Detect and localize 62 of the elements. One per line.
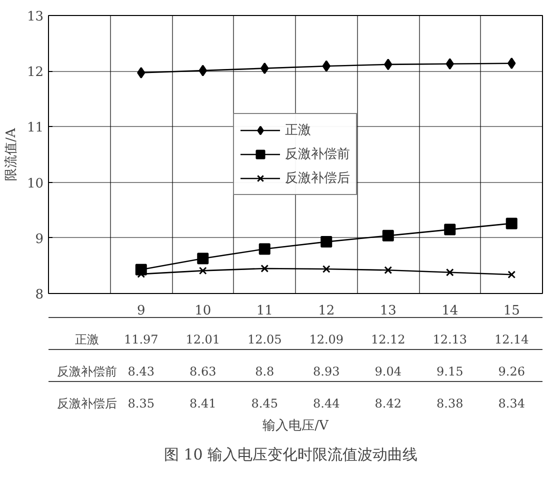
point	[382, 230, 394, 242]
point	[320, 236, 332, 248]
data-label: 12.12	[370, 332, 406, 346]
point	[260, 62, 269, 74]
x-tick-label: 11	[256, 304, 273, 318]
data-label: 8.41	[190, 396, 216, 410]
data-label: 12.09	[309, 332, 344, 346]
text: 图 10 输入电压变化时限流值波动曲线	[164, 446, 418, 464]
y-tick-label: 10	[26, 176, 44, 192]
point	[506, 218, 518, 230]
data-label: 8.44	[313, 396, 340, 410]
x-tick-label: 14	[442, 304, 458, 318]
point	[508, 270, 516, 279]
text: 反激补偿前	[56, 364, 117, 378]
x-tick-label: 15	[503, 304, 520, 318]
y-tick-label: 12	[26, 65, 44, 80]
data-label: 12.05	[247, 332, 282, 346]
data-label: 11.97	[124, 332, 158, 346]
y-tick-label: 8	[35, 288, 44, 302]
point	[198, 266, 207, 275]
point	[508, 58, 516, 70]
data-label: 8.8	[255, 364, 274, 378]
y-axis-title: 限流值/A	[2, 128, 19, 181]
point	[137, 67, 146, 79]
y-tick-label: 13	[26, 10, 44, 24]
point	[384, 58, 392, 70]
text: 正激	[74, 332, 99, 346]
point	[260, 264, 269, 272]
x-tick-label: 9	[136, 304, 146, 318]
data-label: 9.04	[374, 364, 402, 378]
legend-label: 反激补偿后	[285, 170, 350, 187]
y-tick-label: 11	[26, 120, 44, 136]
data-label: 8.42	[374, 396, 402, 410]
point	[446, 268, 454, 276]
point	[198, 64, 207, 76]
point	[384, 266, 392, 274]
point	[258, 243, 270, 255]
data-label: 12.14	[494, 332, 530, 346]
y-tick-label: 9	[35, 232, 44, 247]
point	[446, 58, 454, 70]
data-label: 12.13	[432, 332, 468, 346]
x-tick-label: 12	[318, 304, 335, 318]
x-tick-label: 13	[380, 304, 396, 318]
text: 输入电压/V	[262, 418, 329, 434]
data-label: 8.45	[251, 396, 278, 410]
text: 反激补偿后	[56, 396, 117, 410]
data-label: 8.35	[128, 396, 154, 410]
data-label: 8.38	[436, 396, 464, 410]
data-label: 8.63	[190, 364, 216, 378]
data-label: 9.15	[436, 364, 464, 378]
data-label: 8.34	[498, 396, 526, 410]
data-label: 9.26	[498, 364, 525, 378]
legend-label: 反激补偿前	[285, 146, 350, 163]
point	[197, 252, 209, 264]
point	[322, 265, 330, 273]
data-label: 8.43	[128, 364, 154, 378]
point	[444, 224, 456, 236]
x-tick-label: 10	[194, 304, 212, 318]
legend-label: 正激	[285, 122, 311, 139]
data-label: 12.01	[186, 332, 220, 346]
point	[322, 60, 330, 72]
data-label: 8.93	[313, 364, 340, 378]
